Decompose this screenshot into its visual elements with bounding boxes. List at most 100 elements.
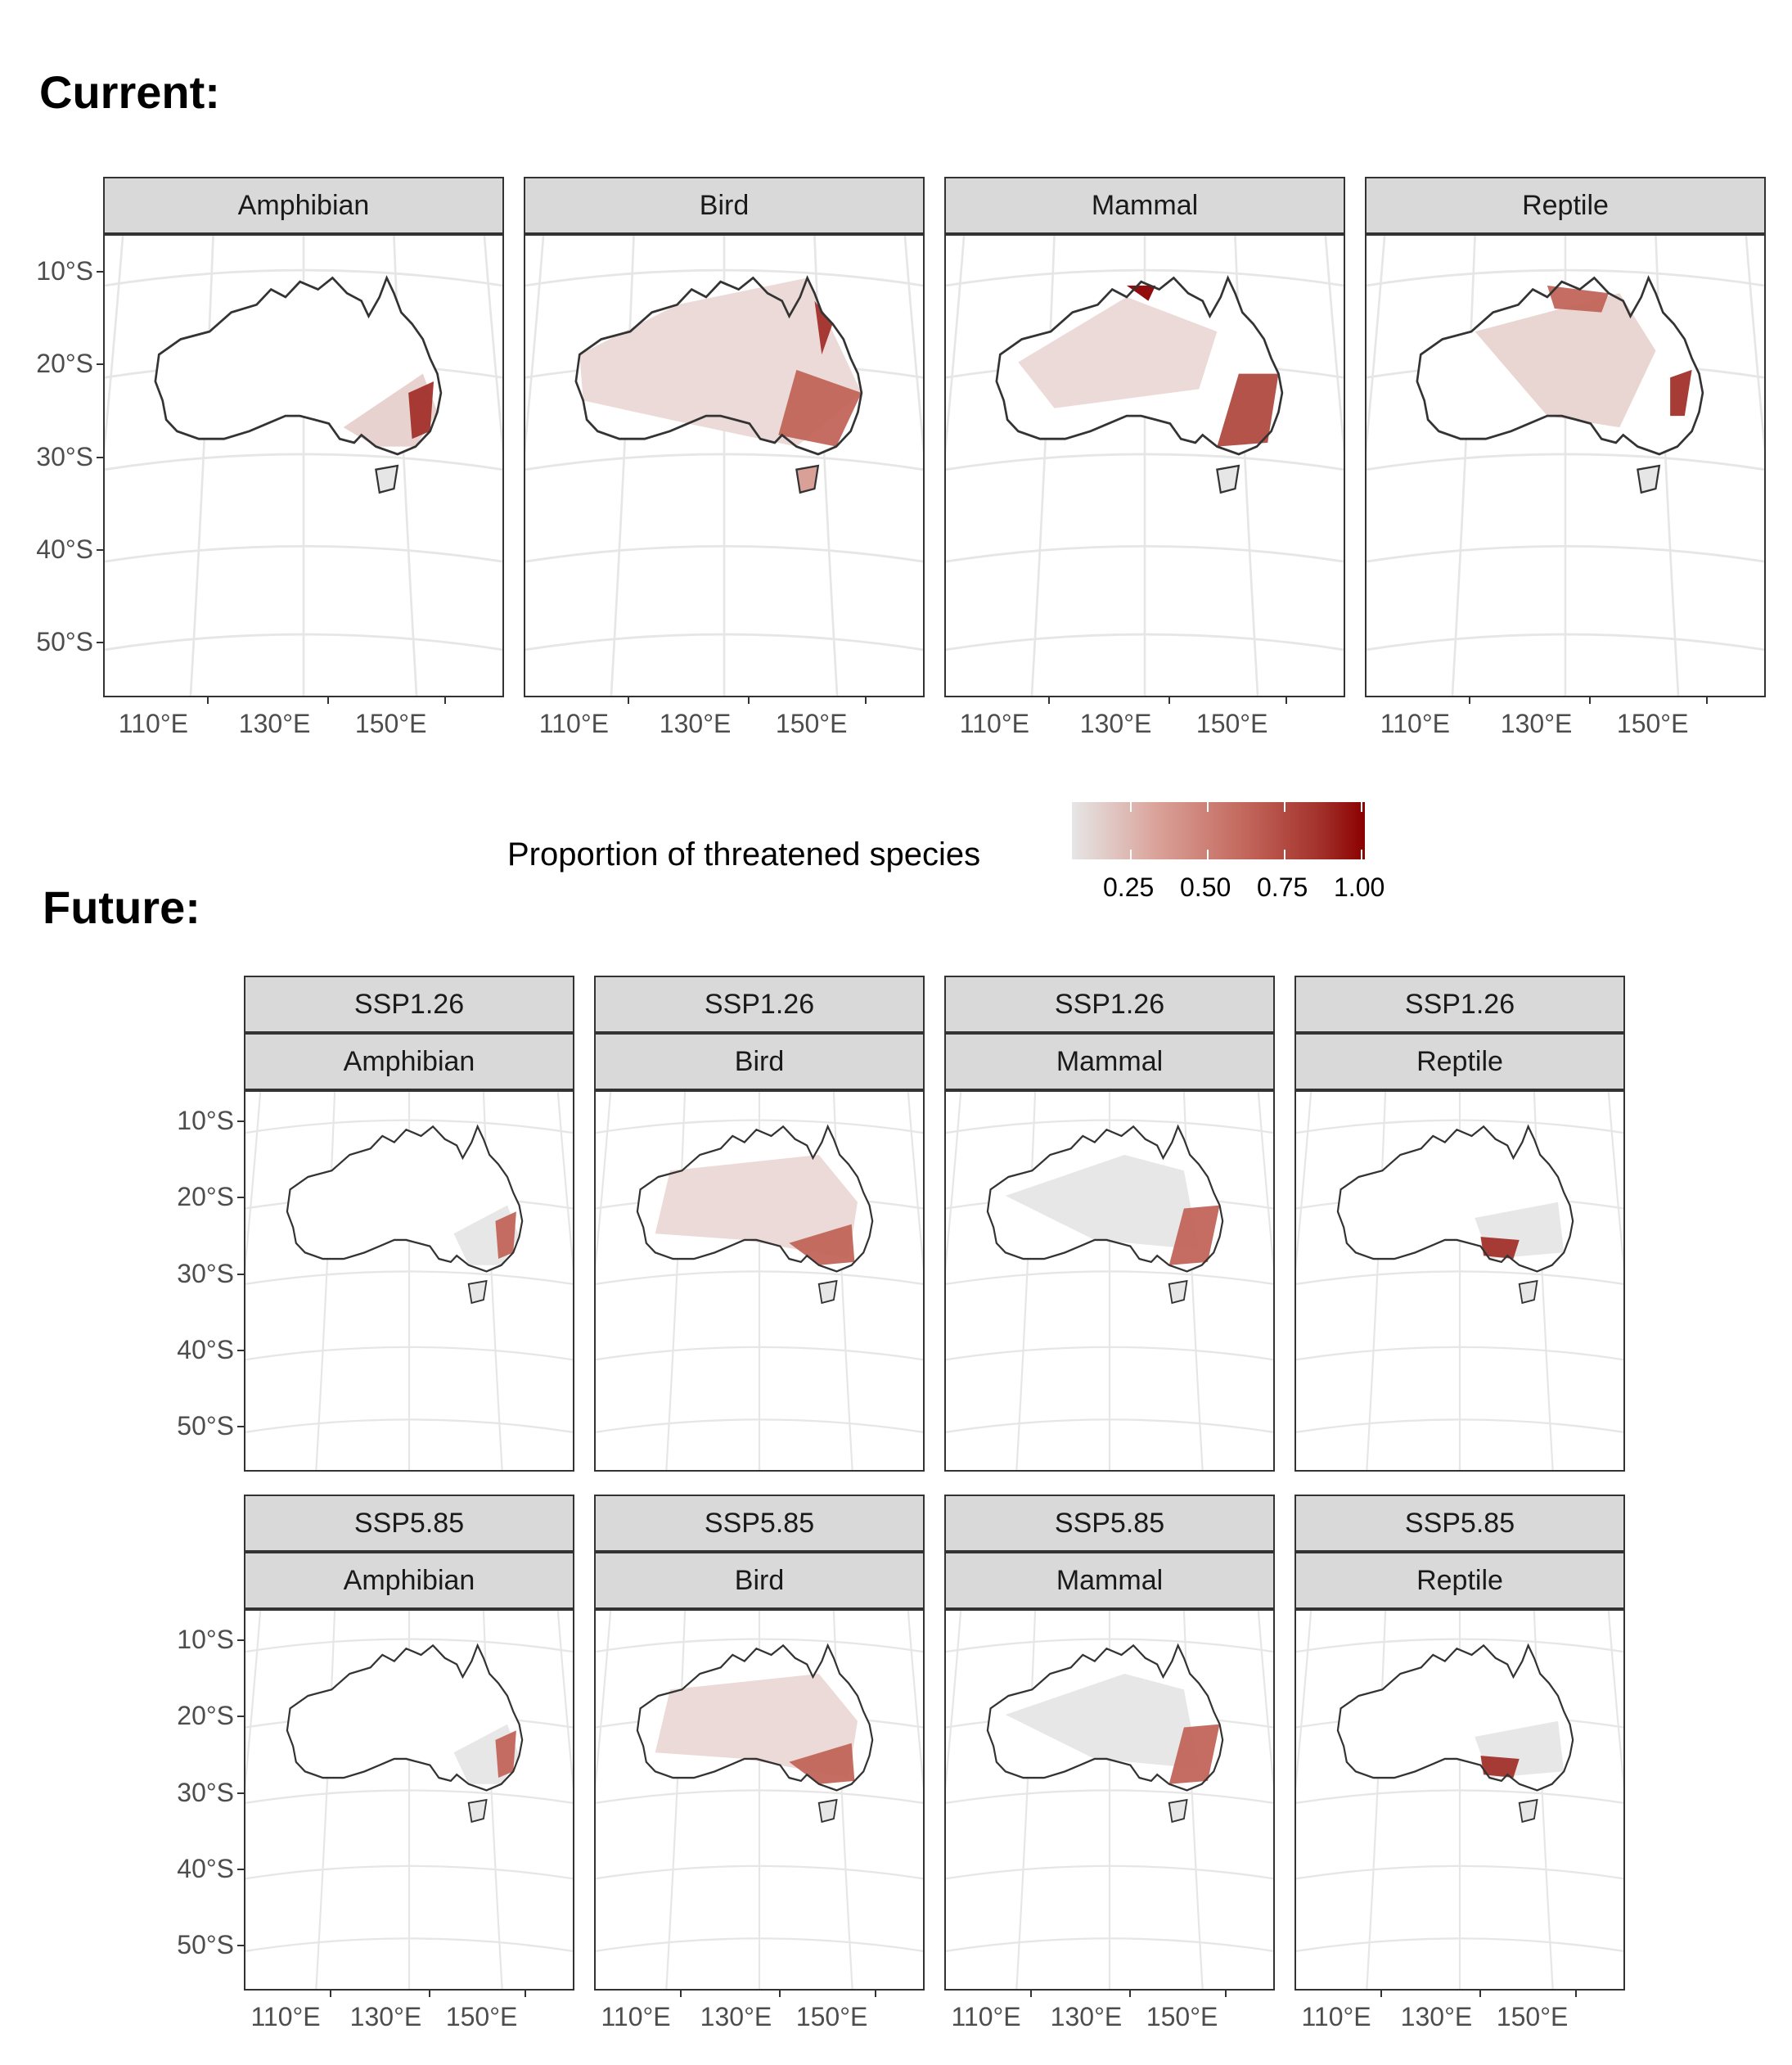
- graticule-parallel: [105, 268, 502, 287]
- map-panel-reptile: Reptile: [1365, 177, 1766, 697]
- graticule-meridian: [946, 1092, 962, 1271]
- graticule-meridian: [1451, 236, 1476, 696]
- graticule-parallel: [946, 1937, 1273, 1952]
- tasmania: [817, 1279, 838, 1305]
- graticule-meridian: [1015, 1092, 1037, 1470]
- graticule-parallel: [946, 268, 1344, 287]
- threat-proportion-region: [1005, 1155, 1200, 1250]
- map-panel-amphibian: SSP1.26 Amphibian: [244, 976, 574, 1472]
- colorbar-legend: Proportion of threatened species 0.25 0.…: [507, 802, 1407, 909]
- x-axis-tick-label: 110°E: [601, 2002, 671, 2031]
- graticule-meridian: [315, 1092, 336, 1470]
- graticule-parallel: [1296, 1864, 1623, 1880]
- facet-strip-taxon: Mammal: [944, 1033, 1275, 1090]
- y-axis-tick-label: 20°S: [36, 349, 93, 379]
- threat-proportion-region: [1547, 285, 1610, 313]
- graticule-parallel: [946, 1864, 1273, 1880]
- legend-tick-label: 0.25: [1103, 872, 1155, 902]
- y-axis-tick: [237, 1945, 244, 1947]
- x-axis-tick: [1479, 1991, 1482, 1997]
- threat-proportion-region: [408, 381, 434, 440]
- graticule-parallel: [525, 268, 923, 287]
- y-axis-tick-label: 10°S: [177, 1106, 234, 1136]
- graticule-meridian: [1366, 1092, 1387, 1470]
- graticule-parallel: [1296, 1346, 1623, 1361]
- map-panel-reptile: SSP1.26 Reptile: [1294, 976, 1625, 1472]
- facet-strip-taxon: Mammal: [944, 177, 1345, 234]
- y-axis-tick: [237, 1792, 244, 1794]
- x-axis-tick: [1285, 697, 1287, 704]
- facet-strip-taxon: Bird: [524, 177, 925, 234]
- y-axis-tick-label: 20°S: [177, 1701, 234, 1731]
- map-plot-area: [594, 1609, 925, 1991]
- x-axis-tick: [1380, 1991, 1383, 1997]
- x-axis-tick: [525, 1991, 527, 1997]
- map-plot-area: [1294, 1609, 1625, 1991]
- graticule-parallel: [105, 544, 502, 563]
- map-panel-mammal: Mammal: [944, 177, 1345, 697]
- graticule-meridian: [1257, 1092, 1273, 1271]
- australia-map: [946, 236, 1344, 696]
- facet-strip-scenario: SSP1.26: [244, 976, 574, 1033]
- facet-strip-taxon: Amphibian: [244, 1033, 574, 1090]
- graticule-meridian: [105, 236, 124, 454]
- graticule-parallel: [245, 1789, 573, 1804]
- australia-map: [1296, 1092, 1623, 1470]
- graticule-meridian: [903, 236, 923, 454]
- x-axis-tick-label: 110°E: [538, 709, 609, 738]
- legend-title: Proportion of threatened species: [507, 836, 981, 872]
- y-axis-tick-label: 50°S: [177, 1411, 234, 1441]
- graticule-parallel: [245, 1418, 573, 1433]
- graticule-parallel: [946, 453, 1344, 471]
- graticule-meridian: [1607, 1611, 1623, 1790]
- map-plot-area: [944, 1609, 1275, 1991]
- threat-proportion-region: [495, 1730, 516, 1779]
- facet-strip-scenario: SSP5.85: [244, 1495, 574, 1552]
- x-axis-tick: [864, 697, 867, 704]
- y-axis-tick: [237, 1639, 244, 1642]
- x-axis-tick-label: 130°E: [1079, 709, 1152, 738]
- map-plot-area: [1365, 234, 1766, 697]
- facet-strip-scenario: SSP1.26: [944, 976, 1275, 1033]
- graticule-parallel: [245, 1270, 573, 1285]
- map-plot-area: [244, 1090, 574, 1472]
- graticule-meridian: [1030, 236, 1056, 696]
- x-axis-tick: [327, 697, 330, 704]
- threat-proportion-region: [1670, 369, 1692, 417]
- graticule-meridian: [907, 1092, 923, 1271]
- graticule-parallel: [946, 544, 1344, 563]
- coastline-outline: [986, 1643, 1224, 1792]
- graticule-parallel: [1296, 1789, 1623, 1804]
- y-axis-tick: [97, 271, 103, 273]
- graticule-parallel: [596, 1119, 923, 1134]
- graticule-meridian: [1015, 1611, 1037, 1989]
- threat-proportion-region: [655, 1155, 858, 1260]
- graticule-meridian: [946, 236, 966, 454]
- section-title-future: Future:: [43, 881, 200, 933]
- graticule-meridian: [1367, 236, 1386, 454]
- x-axis-tick-label: 130°E: [1500, 709, 1573, 738]
- map-plot-area: [594, 1090, 925, 1472]
- map-panel-reptile: SSP5.85 Reptile: [1294, 1495, 1625, 1991]
- x-axis-tick: [1575, 1991, 1578, 1997]
- graticule-parallel: [245, 1864, 573, 1880]
- graticule-parallel: [525, 633, 923, 652]
- threat-proportion-region: [814, 300, 833, 355]
- graticule-meridian: [596, 1092, 612, 1271]
- graticule-parallel: [946, 1789, 1273, 1804]
- x-axis-tick: [1030, 1991, 1033, 1997]
- y-axis-tick-label: 30°S: [177, 1777, 234, 1807]
- tasmania: [795, 464, 820, 494]
- y-axis-tick: [237, 1120, 244, 1123]
- graticule-parallel: [596, 1270, 923, 1285]
- graticule-parallel: [596, 1789, 923, 1804]
- x-axis-tick-label: 130°E: [238, 709, 311, 738]
- map-panel-bird: SSP5.85 Bird: [594, 1495, 925, 1991]
- coastline-outline: [1336, 1124, 1574, 1273]
- tasmania: [817, 1798, 838, 1824]
- coastline-outline: [995, 275, 1284, 456]
- facet-strip-taxon: Amphibian: [244, 1552, 574, 1609]
- graticule-meridian: [1366, 1611, 1387, 1989]
- x-axis-tick-label: 130°E: [1050, 2002, 1123, 2031]
- tasmania: [1518, 1279, 1538, 1305]
